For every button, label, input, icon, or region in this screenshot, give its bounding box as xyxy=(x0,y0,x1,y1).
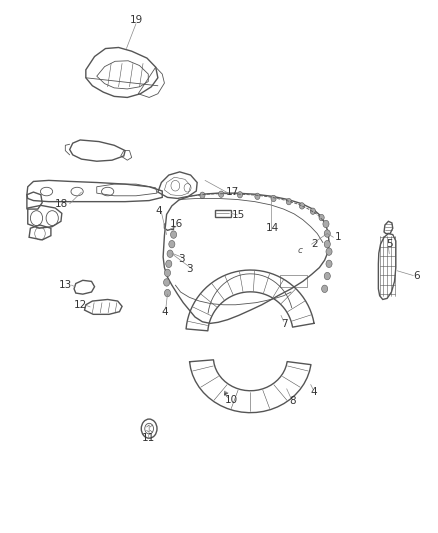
Circle shape xyxy=(299,203,304,209)
Circle shape xyxy=(310,208,315,214)
Text: 6: 6 xyxy=(413,271,420,280)
Circle shape xyxy=(237,191,243,198)
Bar xyxy=(280,275,307,287)
Circle shape xyxy=(286,198,291,205)
Text: 3: 3 xyxy=(179,254,185,264)
Text: 12: 12 xyxy=(74,300,87,310)
Text: 19: 19 xyxy=(129,15,143,26)
Circle shape xyxy=(324,230,330,237)
Text: 7: 7 xyxy=(281,319,288,329)
Text: 4: 4 xyxy=(311,387,318,398)
Circle shape xyxy=(163,279,170,286)
Text: 13: 13 xyxy=(59,280,72,290)
Text: 5: 5 xyxy=(386,239,392,249)
Circle shape xyxy=(324,240,330,248)
Circle shape xyxy=(166,260,172,268)
Text: 18: 18 xyxy=(54,199,67,209)
Circle shape xyxy=(167,250,173,257)
Text: 8: 8 xyxy=(289,396,296,406)
Circle shape xyxy=(200,192,205,198)
Text: 1: 1 xyxy=(335,232,341,243)
Circle shape xyxy=(326,248,332,255)
Text: 11: 11 xyxy=(141,433,155,443)
Text: 14: 14 xyxy=(265,223,279,233)
Text: 2: 2 xyxy=(311,239,318,249)
Text: 3: 3 xyxy=(186,264,193,274)
Circle shape xyxy=(170,231,177,238)
Text: 10: 10 xyxy=(225,395,238,406)
Text: 16: 16 xyxy=(170,219,183,229)
Circle shape xyxy=(164,289,170,297)
Text: 4: 4 xyxy=(161,306,168,317)
Text: c: c xyxy=(297,246,302,255)
Circle shape xyxy=(271,195,276,201)
Circle shape xyxy=(169,240,175,248)
Circle shape xyxy=(326,260,332,268)
Bar xyxy=(215,209,231,217)
Circle shape xyxy=(324,272,330,280)
Text: 17: 17 xyxy=(226,187,239,197)
Circle shape xyxy=(319,214,324,221)
Text: 4: 4 xyxy=(155,206,162,216)
Circle shape xyxy=(219,191,224,197)
Circle shape xyxy=(323,220,329,228)
Circle shape xyxy=(164,269,170,277)
Text: 15: 15 xyxy=(232,210,245,220)
Circle shape xyxy=(321,285,328,293)
Circle shape xyxy=(255,193,260,199)
